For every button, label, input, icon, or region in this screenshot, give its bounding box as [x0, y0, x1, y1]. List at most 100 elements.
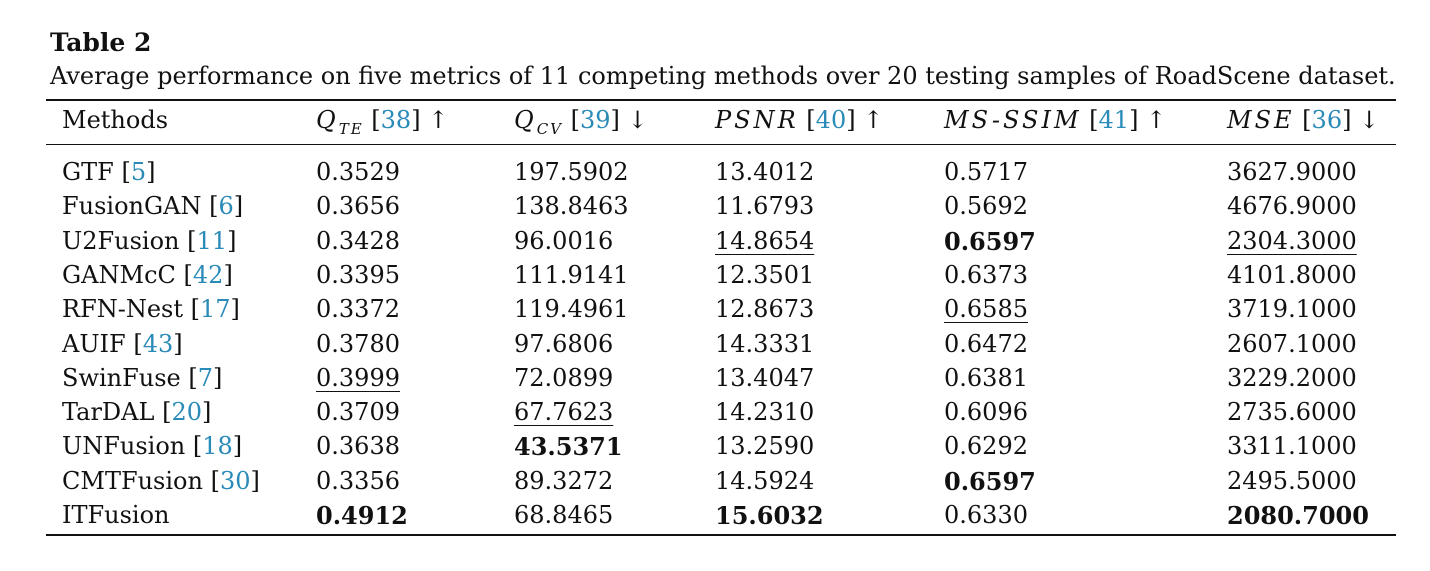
metric-cell: 14.2310: [715, 398, 815, 427]
metric-cell: 68.8465: [514, 501, 614, 529]
header-qte-subscript: TE: [338, 119, 364, 138]
metric-cell: 11.6793: [715, 192, 815, 221]
method-name: GTF: [62, 158, 114, 186]
metric-cell: 72.0899: [514, 363, 614, 392]
method-citation[interactable]: 5: [130, 158, 147, 186]
header-qte-citation[interactable]: 38: [380, 106, 412, 134]
metric-cell: 0.3656: [316, 192, 400, 221]
method-name: TarDAL: [62, 398, 155, 427]
metric-cell: 0.5717: [944, 158, 1028, 186]
method-citation[interactable]: 43: [142, 329, 174, 358]
header-msssim-symbol: MS-SSIM: [944, 106, 1082, 134]
header-mse-arrow: ↓: [1359, 106, 1380, 134]
metric-cell: 43.5371: [514, 432, 623, 462]
table-row: SwinFuse [7] 0.3999 72.0899 13.4047 0.6381 32…: [0, 358, 1430, 392]
method-citation[interactable]: 42: [192, 260, 224, 289]
header-msssim: MS-SSIM [41] ↑: [944, 106, 1167, 134]
header-psnr: PSNR [40] ↑: [715, 106, 884, 134]
method-name: GANMcC: [62, 260, 176, 289]
metric-cell: 12.8673: [715, 295, 815, 324]
method-cell: ITFusion: [62, 501, 170, 529]
header-qcv-arrow: ↓: [627, 106, 648, 134]
header-qcv-subscript: CV: [536, 119, 563, 138]
method-citation[interactable]: 6: [218, 192, 234, 221]
metric-cell: 0.3638: [316, 432, 400, 461]
metric-cell: 3229.2000: [1227, 363, 1357, 392]
header-mse: MSE [36] ↓: [1227, 106, 1380, 134]
method-name: CMTFusion: [62, 466, 203, 495]
table-row: RFN-Nest [17] 0.3372 119.4961 12.8673 0.6585…: [0, 289, 1430, 323]
table-row: TarDAL [20] 0.3709 67.7623 14.2310 0.6096 273…: [0, 392, 1430, 426]
bottom-rule: [46, 534, 1396, 536]
method-citation[interactable]: 17: [200, 295, 231, 324]
method-citation[interactable]: 11: [196, 226, 228, 255]
metric-cell: 111.9141: [514, 260, 629, 289]
metric-cell: 0.6292: [944, 432, 1028, 461]
method-citation[interactable]: 7: [197, 363, 214, 392]
header-qte-symbol: Q: [316, 106, 339, 134]
metric-cell: 2080.7000: [1227, 501, 1369, 530]
metric-cell: 13.4047: [715, 363, 815, 392]
metric-cell: 13.4012: [715, 158, 815, 186]
method-name: U2Fusion: [62, 226, 180, 255]
method-cell: SwinFuse [7]: [62, 363, 223, 392]
method-cell: RFN-Nest [17]: [62, 295, 240, 324]
metric-cell: 0.3999: [316, 363, 400, 392]
metric-cell: 197.5902: [514, 158, 629, 186]
method-name: UNFusion: [62, 432, 186, 461]
header-mse-citation[interactable]: 36: [1311, 106, 1343, 134]
metric-cell: 138.8463: [514, 192, 629, 221]
metric-cell: 3719.1000: [1227, 295, 1357, 324]
header-qte-arrow: ↑: [428, 106, 449, 134]
header-msssim-citation[interactable]: 41: [1098, 106, 1130, 134]
method-name: FusionGAN: [62, 192, 202, 221]
method-citation[interactable]: 30: [219, 466, 251, 495]
table-caption: Average performance on five metrics of 1…: [50, 62, 1396, 90]
metric-cell: 0.6585: [944, 295, 1028, 324]
metric-cell: 0.6381: [944, 363, 1028, 392]
method-cell: U2Fusion [11]: [62, 226, 237, 255]
metric-cell: 0.6472: [944, 329, 1028, 358]
metric-cell: 12.3501: [715, 260, 815, 289]
metric-cell: 0.3780: [316, 329, 400, 358]
metric-cell: 0.6597: [944, 466, 1036, 496]
table-row: AUIF [43] 0.3780 97.6806 14.3331 0.6472 2607.…: [0, 324, 1430, 358]
table-row: GTF [5] 0.3529 197.5902 13.4012 0.5717 3627.9…: [0, 152, 1430, 186]
method-name: RFN-Nest: [62, 295, 183, 324]
metric-cell: 15.6032: [715, 501, 824, 530]
header-methods: Methods: [62, 106, 168, 134]
method-citation[interactable]: 20: [171, 398, 202, 427]
metric-cell: 14.5924: [715, 466, 815, 495]
method-cell: FusionGAN [6]: [62, 192, 244, 221]
header-psnr-arrow: ↑: [863, 106, 884, 134]
metric-cell: 4101.8000: [1227, 260, 1357, 289]
header-qte: QTE [38] ↑: [316, 106, 449, 138]
header-msssim-arrow: ↑: [1146, 106, 1167, 134]
method-cell: AUIF [43]: [62, 329, 183, 358]
metric-cell: 97.6806: [514, 329, 614, 358]
metric-cell: 0.3356: [316, 466, 400, 495]
header-methods-label: Methods: [62, 106, 169, 134]
method-cell: UNFusion [18]: [62, 432, 243, 461]
header-rule: [46, 144, 1396, 145]
metric-cell: 2607.1000: [1227, 329, 1357, 358]
metric-cell: 14.3331: [715, 329, 815, 358]
metric-cell: 2735.6000: [1227, 398, 1357, 427]
metric-cell: 0.3428: [316, 226, 400, 255]
metric-cell: 3311.1000: [1227, 432, 1357, 461]
metric-cell: 3627.9000: [1227, 158, 1357, 186]
metric-cell: 0.6096: [944, 398, 1028, 427]
metric-cell: 0.6373: [944, 260, 1028, 289]
table-row: UNFusion [18] 0.3638 43.5371 13.2590 0.6292 3…: [0, 426, 1430, 462]
method-cell: CMTFusion [30]: [62, 466, 260, 495]
metric-cell: 0.3529: [316, 158, 400, 186]
method-citation[interactable]: 18: [202, 432, 233, 461]
metric-cell: 14.8654: [715, 226, 815, 255]
metric-cell: 2304.3000: [1227, 226, 1357, 255]
header-psnr-citation[interactable]: 40: [815, 106, 847, 134]
metric-cell: 4676.9000: [1227, 192, 1357, 221]
metric-cell: 0.3709: [316, 398, 400, 427]
metric-cell: 0.5692: [944, 192, 1028, 221]
header-qcv-citation[interactable]: 39: [580, 106, 611, 134]
